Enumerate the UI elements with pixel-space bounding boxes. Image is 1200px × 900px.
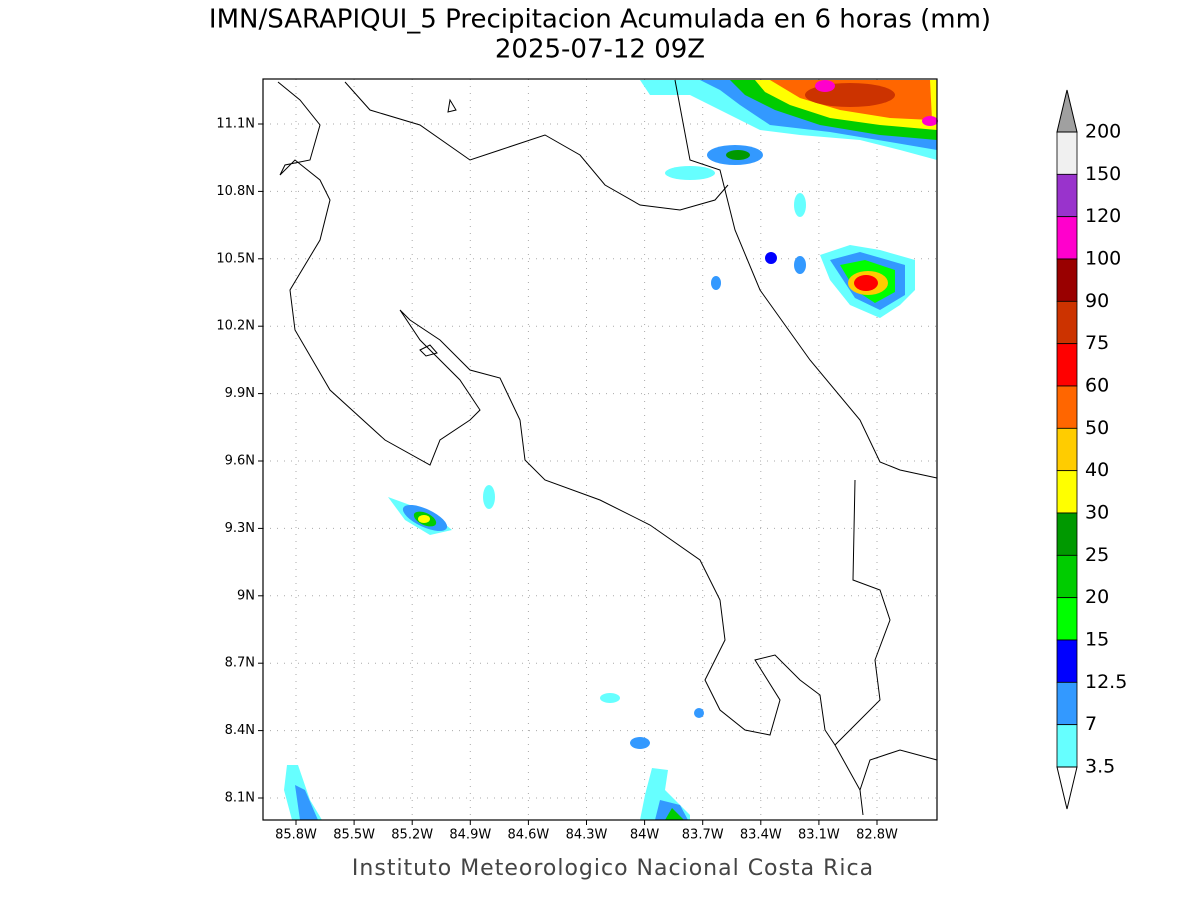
precip-area bbox=[418, 515, 430, 523]
colorbar-label: 25 bbox=[1085, 544, 1109, 566]
x-tick-label: 84.3W bbox=[566, 828, 608, 843]
y-tick-label: 9N bbox=[237, 588, 255, 603]
y-tick-label: 9.6N bbox=[225, 454, 255, 469]
precip-area bbox=[600, 693, 620, 703]
colorbar-box bbox=[1056, 597, 1078, 641]
colorbar-box bbox=[1056, 343, 1078, 387]
colorbar-label: 150 bbox=[1085, 163, 1121, 185]
precip-area bbox=[726, 150, 750, 160]
precip-area bbox=[694, 708, 704, 718]
y-tick-label: 10.8N bbox=[216, 184, 255, 199]
y-tick-label: 8.7N bbox=[225, 656, 255, 671]
footer: Instituto Meteorologico Nacional Costa R… bbox=[352, 856, 874, 881]
colorbar-label: 90 bbox=[1085, 290, 1109, 312]
colorbar-box bbox=[1056, 512, 1078, 556]
plot-frame bbox=[262, 78, 938, 821]
x-tick-label: 83.4W bbox=[740, 828, 782, 843]
x-tick-label: 83.7W bbox=[682, 828, 724, 843]
colorbar-label: 3.5 bbox=[1085, 756, 1115, 778]
precip-areas bbox=[284, 80, 938, 820]
x-tick-label: 85.5W bbox=[333, 828, 375, 843]
border bbox=[344, 81, 729, 211]
colorbar-label: 60 bbox=[1085, 375, 1109, 397]
x-tick-label: 84W bbox=[630, 828, 660, 843]
island bbox=[419, 98, 457, 357]
colorbar-box bbox=[1056, 427, 1078, 472]
colorbar-label: 12.5 bbox=[1085, 671, 1127, 693]
colorbar-label: 75 bbox=[1085, 332, 1109, 354]
colorbar-under bbox=[1056, 766, 1078, 810]
colorbar-label: 20 bbox=[1085, 586, 1109, 608]
colorbar-box bbox=[1056, 554, 1078, 599]
colorbar-box bbox=[1056, 681, 1078, 726]
colorbar-box bbox=[1056, 470, 1078, 514]
x-tick-label: 85.2W bbox=[391, 828, 433, 843]
precip-area bbox=[711, 276, 721, 290]
colorbar-box bbox=[1056, 300, 1078, 345]
y-tick-label: 11.1N bbox=[216, 117, 255, 132]
x-tick-label: 85.8W bbox=[275, 828, 317, 843]
colorbar-box bbox=[1056, 724, 1078, 768]
colorbar-box bbox=[1056, 216, 1078, 260]
y-tick-label: 10.2N bbox=[216, 319, 255, 334]
coastline bbox=[674, 79, 938, 479]
x-tick-label: 84.6W bbox=[507, 828, 549, 843]
precip-area bbox=[765, 252, 777, 264]
x-tick-label: 83.1W bbox=[798, 828, 840, 843]
colorbar-label: 30 bbox=[1085, 502, 1109, 524]
precip-area bbox=[854, 275, 878, 291]
coastlines bbox=[277, 79, 938, 816]
colorbar-label: 15 bbox=[1085, 629, 1109, 651]
y-tick-label: 9.3N bbox=[225, 521, 255, 536]
y-tick-label: 10.5N bbox=[216, 251, 255, 266]
precip-area bbox=[665, 808, 684, 820]
border bbox=[834, 479, 938, 791]
precip-area bbox=[483, 485, 495, 509]
precip-area bbox=[922, 116, 938, 126]
colorbar-label: 50 bbox=[1085, 417, 1109, 439]
colorbar-box bbox=[1056, 131, 1078, 175]
colorbar-label: 100 bbox=[1085, 248, 1121, 270]
y-tick-label: 9.9N bbox=[225, 386, 255, 401]
precip-area bbox=[794, 256, 806, 274]
colorbar-label: 120 bbox=[1085, 205, 1121, 227]
coastline bbox=[277, 81, 864, 816]
colorbar-label: 7 bbox=[1085, 713, 1097, 735]
x-tick-label: 82.8W bbox=[856, 828, 898, 843]
colorbar-label: 200 bbox=[1085, 121, 1121, 143]
x-tick-label: 84.9W bbox=[449, 828, 491, 843]
precip-area bbox=[665, 166, 715, 180]
y-tick-label: 8.1N bbox=[225, 791, 255, 806]
colorbar-box bbox=[1056, 173, 1078, 218]
colorbar: 200 150 120 100 90 75 60 50 40 30 25 20 15 12.5 7 3.5 bbox=[1056, 89, 1127, 810]
colorbar-over bbox=[1056, 89, 1078, 133]
precip-area bbox=[630, 737, 650, 749]
grid bbox=[263, 79, 937, 820]
colorbar-box bbox=[1056, 385, 1078, 429]
precip-area bbox=[295, 785, 318, 820]
colorbar-label: 40 bbox=[1085, 459, 1109, 481]
precip-area bbox=[794, 193, 806, 217]
precip-area bbox=[815, 80, 835, 92]
subtitle: 2025-07-12 09Z bbox=[495, 35, 705, 65]
colorbar-box bbox=[1056, 258, 1078, 302]
y-tick-label: 8.4N bbox=[225, 723, 255, 738]
title: IMN/SARAPIQUI_5 Precipitacion Acumulada … bbox=[209, 5, 991, 35]
colorbar-box bbox=[1056, 639, 1078, 683]
